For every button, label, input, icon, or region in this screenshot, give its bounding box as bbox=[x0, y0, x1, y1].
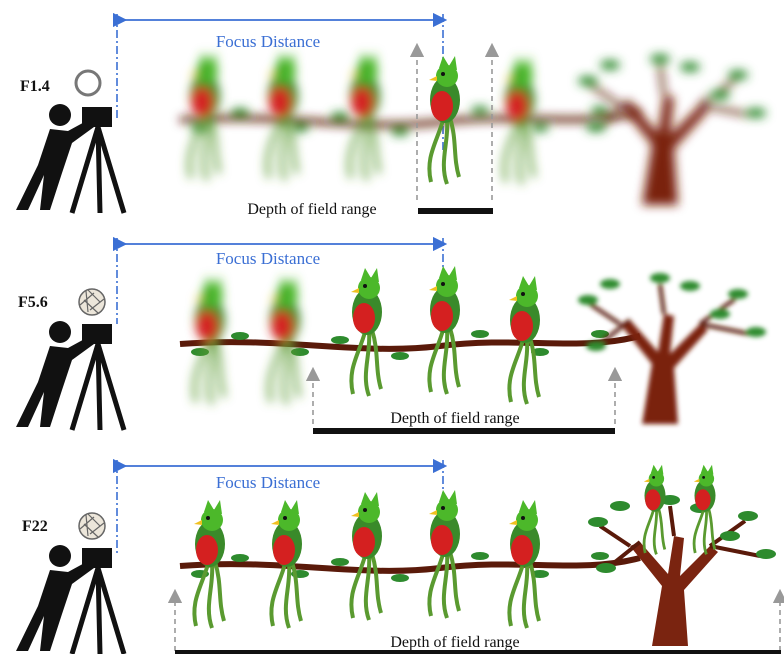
dof-label: Depth of field range bbox=[390, 410, 519, 427]
bird bbox=[267, 52, 298, 180]
bird bbox=[644, 465, 666, 555]
panel: Focus Distance F1.4 Depth of field range bbox=[16, 14, 766, 218]
photographer bbox=[16, 321, 124, 430]
branch bbox=[180, 552, 640, 582]
photographer bbox=[16, 545, 124, 654]
photographer bbox=[16, 104, 124, 213]
dof-bar bbox=[418, 208, 493, 214]
dof-bar bbox=[313, 428, 615, 434]
tree bbox=[578, 273, 766, 424]
bird bbox=[429, 490, 460, 618]
tree bbox=[588, 495, 776, 646]
bird bbox=[351, 492, 382, 620]
aperture-label: F22 bbox=[22, 518, 48, 535]
aperture-icon bbox=[76, 71, 100, 95]
bird bbox=[269, 276, 300, 404]
tree bbox=[578, 54, 766, 205]
bird bbox=[349, 52, 380, 180]
focus-label: Focus Distance bbox=[216, 249, 320, 268]
focus-label: Focus Distance bbox=[216, 32, 320, 51]
panel: Focus Distance F5.6 Depth of field range bbox=[16, 238, 766, 434]
branch bbox=[180, 330, 640, 360]
focus-label: Focus Distance bbox=[216, 473, 320, 492]
aperture-label: F1.4 bbox=[20, 78, 50, 95]
panel: Focus Distance F22 Depth of field range bbox=[16, 460, 781, 654]
aperture-icon bbox=[79, 289, 105, 315]
dof-label: Depth of field range bbox=[390, 634, 519, 651]
dof-diagram: Focus Distance F1.4 Depth of field range… bbox=[0, 0, 784, 654]
bird bbox=[429, 266, 460, 394]
branch bbox=[180, 106, 640, 136]
aperture-icon bbox=[79, 513, 105, 539]
bird bbox=[351, 268, 382, 396]
aperture-label: F5.6 bbox=[18, 294, 48, 311]
dof-label: Depth of field range bbox=[247, 201, 376, 218]
